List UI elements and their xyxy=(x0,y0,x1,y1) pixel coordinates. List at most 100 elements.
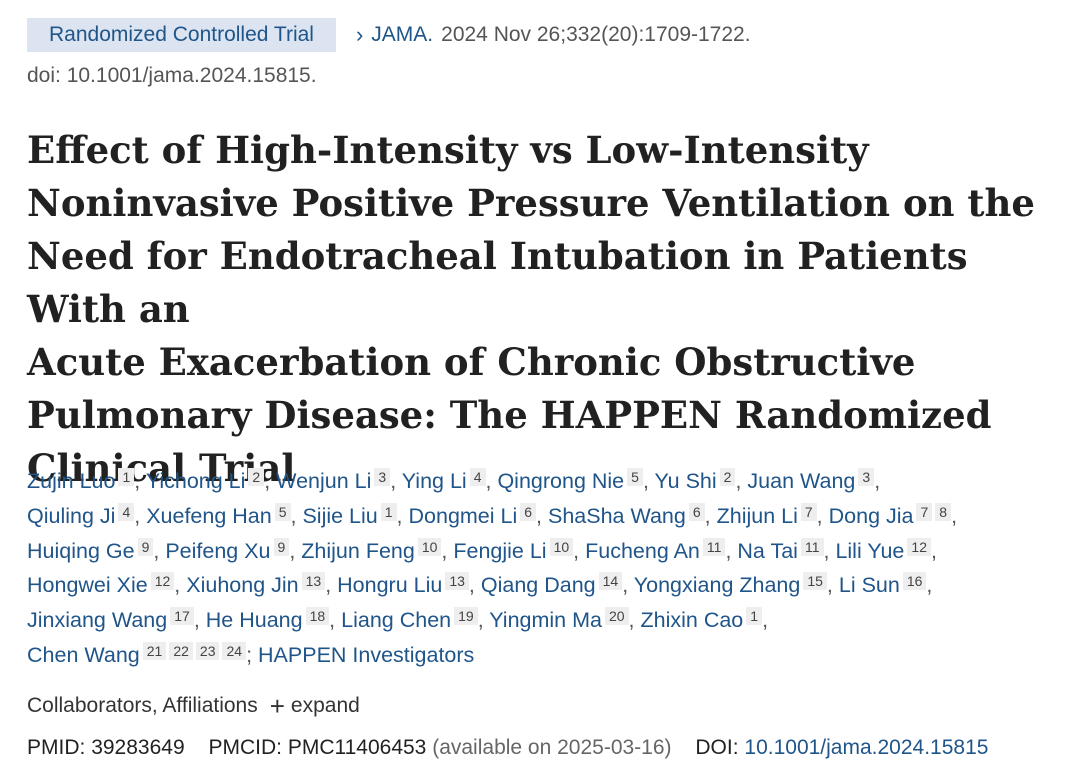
affiliation-number[interactable]: 22 xyxy=(169,641,193,660)
author-link[interactable]: Qiang Dang xyxy=(480,573,596,598)
title-line: Noninvasive Positive Pressure Ventilatio… xyxy=(27,181,1035,225)
author-link[interactable]: Peifeng Xu xyxy=(165,538,271,563)
chevron-right-icon: › xyxy=(355,22,364,47)
author-link[interactable]: Dong Jia xyxy=(828,503,914,528)
affiliation-number[interactable]: 10 xyxy=(549,537,574,556)
affiliation-number[interactable]: 20 xyxy=(604,607,629,626)
plus-icon[interactable]: + xyxy=(269,691,285,721)
author-link[interactable]: Ying Li xyxy=(401,469,467,493)
affiliation-number[interactable]: 12 xyxy=(150,572,175,591)
author-separator: , xyxy=(134,469,146,493)
author-separator: , xyxy=(485,469,498,493)
title-line: Need for Endotracheal Intubation in Pati… xyxy=(27,234,968,331)
affiliation-number[interactable]: 6 xyxy=(688,502,705,521)
author-link[interactable]: Zujin Luo xyxy=(27,469,116,493)
author-separator: , xyxy=(290,503,303,528)
affiliation-number[interactable]: 5 xyxy=(274,502,291,521)
author-separator: , xyxy=(622,573,634,598)
affiliation-number[interactable]: 9 xyxy=(273,537,290,556)
affiliation-number[interactable]: 10 xyxy=(417,537,442,556)
affiliation-number[interactable]: 5 xyxy=(627,468,643,486)
affiliation-number[interactable]: 7 xyxy=(800,502,817,521)
affiliation-number[interactable]: 17 xyxy=(170,607,194,626)
affiliation-number[interactable]: 7 xyxy=(916,502,933,521)
collaborators-affiliations[interactable]: Collaborators, Affiliations + expand xyxy=(27,691,360,721)
affiliation-number[interactable]: 9 xyxy=(137,537,154,556)
author-link[interactable]: Yingmin Ma xyxy=(489,608,602,633)
affiliation-number[interactable]: 1 xyxy=(746,607,763,626)
author-link[interactable]: Jinxiang Wang xyxy=(27,608,168,633)
author-link[interactable]: Hongru Liu xyxy=(337,573,443,598)
pmid-label: PMID: xyxy=(27,736,86,759)
pmc-availability: (available on 2025-03-16) xyxy=(432,736,672,759)
doi-label: DOI: xyxy=(695,736,739,759)
author-link[interactable]: Yichong Li xyxy=(145,469,246,493)
author-link[interactable]: Na Tai xyxy=(737,538,798,563)
author-link[interactable]: Li Sun xyxy=(838,573,900,598)
author-separator: , xyxy=(536,503,548,528)
affiliation-number[interactable]: 13 xyxy=(301,572,326,591)
author-link[interactable]: ShaSha Wang xyxy=(548,503,686,528)
author-link[interactable]: Fucheng An xyxy=(585,538,700,563)
author-link[interactable]: Liang Chen xyxy=(341,608,452,633)
affiliation-number[interactable]: 1 xyxy=(380,502,397,521)
affiliation-number[interactable]: 4 xyxy=(469,468,486,486)
doi-link[interactable]: 10.1001/jama.2024.15815 xyxy=(744,736,989,759)
article-title: Effect of High-Intensity vs Low-Intensit… xyxy=(27,124,1077,495)
author-link[interactable]: Qingrong Nie xyxy=(497,469,625,493)
author-link[interactable]: Xiuhong Jin xyxy=(186,573,299,598)
affiliation-number[interactable]: 14 xyxy=(598,572,623,591)
article-identifiers: PMID: 39283649 PMCID: PMC11406453 (avail… xyxy=(27,736,988,760)
author-link[interactable]: Huiqing Ge xyxy=(27,538,135,563)
author-separator: , xyxy=(735,469,748,493)
author-link[interactable]: Zhixin Cao xyxy=(640,608,744,633)
affiliation-number[interactable]: 19 xyxy=(454,607,478,626)
author-separator: , xyxy=(325,573,338,598)
author-separator: , xyxy=(289,538,302,563)
affiliation-number[interactable]: 4 xyxy=(118,502,135,521)
author-link[interactable]: Yongxiang Zhang xyxy=(633,573,801,598)
author-link[interactable]: Dongmei Li xyxy=(408,503,518,528)
affiliation-number[interactable]: 8 xyxy=(935,502,952,521)
author-link[interactable]: Juan Wang xyxy=(747,469,856,493)
affiliation-number[interactable]: 11 xyxy=(800,537,824,556)
author-separator: , xyxy=(153,538,166,563)
author-link[interactable]: Wenjun Li xyxy=(276,469,372,493)
affiliation-number[interactable]: 11 xyxy=(702,537,726,556)
author-link[interactable]: Chen Wang xyxy=(27,642,140,667)
affiliation-number[interactable]: 16 xyxy=(902,572,927,591)
affiliation-number[interactable]: 18 xyxy=(305,607,330,626)
author-link[interactable]: Sijie Liu xyxy=(302,503,378,528)
affiliation-number[interactable]: 12 xyxy=(907,537,931,556)
affiliation-number[interactable]: 21 xyxy=(142,641,167,660)
author-link[interactable]: Zhijun Li xyxy=(716,503,798,528)
citation-bar: Randomized Controlled Trial › JAMA. 2024… xyxy=(27,18,751,52)
author-link[interactable]: Zhijun Feng xyxy=(301,538,415,563)
affiliation-number[interactable]: 13 xyxy=(445,572,469,591)
affiliation-number[interactable]: 6 xyxy=(520,502,537,521)
journal-link[interactable]: JAMA. xyxy=(371,23,434,46)
affiliation-number[interactable]: 23 xyxy=(195,641,220,660)
group-author-link[interactable]: HAPPEN Investigators xyxy=(258,642,475,667)
affiliation-number[interactable]: 24 xyxy=(222,641,247,660)
author-link[interactable]: Lili Yue xyxy=(835,538,905,563)
pmid-value: 39283649 xyxy=(91,736,185,759)
author-link[interactable]: Fengjie Li xyxy=(453,538,547,563)
expand-button[interactable]: expand xyxy=(290,694,360,717)
affiliation-number[interactable]: 1 xyxy=(118,468,135,486)
author-link[interactable]: Xuefeng Han xyxy=(146,503,272,528)
affiliation-number[interactable]: 3 xyxy=(858,468,875,486)
publication-type-badge[interactable]: Randomized Controlled Trial xyxy=(27,18,336,52)
author-link[interactable]: He Huang xyxy=(205,608,303,633)
title-line: Effect of High-Intensity vs Low-Intensit… xyxy=(27,128,869,172)
author-link[interactable]: Qiuling Ji xyxy=(27,503,116,528)
affiliation-number[interactable]: 3 xyxy=(374,468,391,486)
author-separator: , xyxy=(174,573,187,598)
affiliation-number[interactable]: 15 xyxy=(803,572,827,591)
affiliation-number[interactable]: 2 xyxy=(719,468,736,486)
author-separator: , xyxy=(573,538,586,563)
collaborators-label[interactable]: Collaborators, Affiliations xyxy=(27,694,258,717)
affiliation-number[interactable]: 2 xyxy=(248,468,265,486)
author-link[interactable]: Hongwei Xie xyxy=(27,573,148,598)
author-link[interactable]: Yu Shi xyxy=(654,469,717,493)
